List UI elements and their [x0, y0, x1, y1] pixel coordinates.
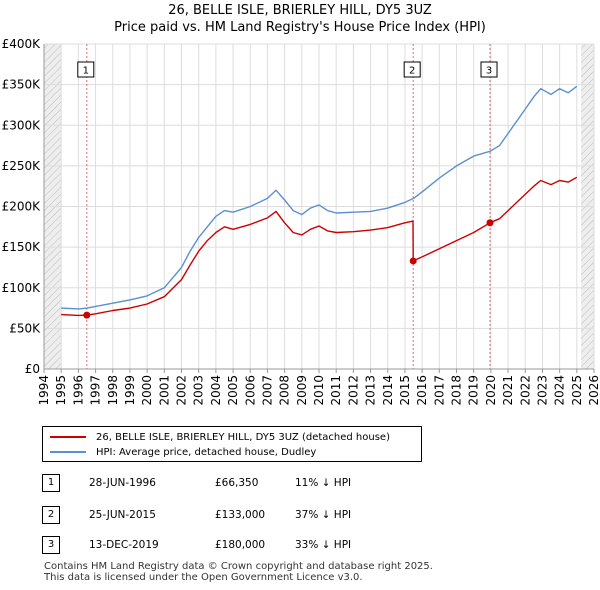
sale-number: 2 — [42, 506, 60, 524]
sale-date: 13-DEC-2019 — [89, 539, 159, 551]
x-tick-label: 2022 — [518, 375, 532, 406]
footer-licence: This data is licensed under the Open Gov… — [44, 572, 363, 583]
x-tick-label: 1998 — [106, 375, 120, 406]
x-tick-label: 1994 — [37, 375, 51, 406]
y-tick-label: £400K — [2, 37, 42, 51]
legend-swatch-property — [50, 436, 86, 438]
x-tick-label: 2005 — [226, 375, 240, 406]
y-tick-label: £0 — [25, 362, 40, 376]
sale-price: £133,000 — [215, 509, 266, 521]
footer-copyright: Contains HM Land Registry data © Crown c… — [44, 561, 433, 572]
x-tick-label: 2013 — [364, 375, 378, 406]
x-tick-label: 2003 — [192, 375, 206, 406]
legend-label-property: 26, BELLE ISLE, BRIERLEY HILL, DY5 3UZ (… — [96, 431, 390, 443]
hpi-series-line — [61, 85, 578, 310]
footer: Contains HM Land Registry data © Crown c… — [44, 561, 433, 583]
sale-hpi-diff: 37% ↓ HPI — [295, 509, 352, 521]
table-row: 3 13-DEC-2019 £180,000 33% ↓ HPI — [42, 536, 442, 556]
x-tick-label: 2016 — [415, 375, 429, 406]
x-tick-label: 1995 — [54, 375, 68, 406]
sale-number: 1 — [42, 474, 60, 492]
x-tick-label: 2011 — [329, 375, 343, 406]
x-tick-label: 2019 — [467, 375, 481, 406]
legend-label-hpi: HPI: Average price, detached house, Dudl… — [96, 446, 317, 458]
x-tick-label: 2020 — [484, 375, 498, 406]
x-tick-label: 1997 — [89, 375, 103, 406]
x-tick-label: 2002 — [175, 375, 189, 406]
y-tick-label: £100K — [2, 281, 42, 295]
sale-label-box — [403, 61, 421, 78]
chart-title-line2: Price paid vs. HM Land Registry's House … — [114, 20, 486, 35]
x-tick-label: 2025 — [570, 375, 584, 406]
y-tick-label: £200K — [2, 200, 42, 214]
x-tick-label: 2012 — [346, 375, 360, 406]
sale-point — [83, 311, 91, 319]
y-tick-label: £150K — [2, 240, 42, 254]
sale-label-box — [77, 61, 95, 78]
x-tick-label: 2014 — [381, 375, 395, 406]
x-tick-label: 2015 — [398, 375, 412, 406]
legend-item-hpi: HPI: Average price, detached house, Dudl… — [43, 445, 316, 459]
x-tick-label: 2017 — [432, 375, 446, 406]
x-tick-label: 2021 — [501, 375, 515, 406]
sale-hpi-diff: 11% ↓ HPI — [295, 477, 352, 489]
x-tick-label: 2006 — [243, 375, 257, 406]
x-tick-label: 2007 — [260, 375, 274, 406]
x-tick-label: 1999 — [123, 375, 137, 406]
x-tick-label: 2023 — [535, 375, 549, 406]
property-series-line — [61, 176, 578, 317]
x-tick-label: 2008 — [278, 375, 292, 406]
sale-price: £180,000 — [215, 539, 266, 551]
sale-point — [409, 257, 417, 265]
sale-point — [486, 219, 494, 227]
sale-label-box — [480, 61, 498, 78]
x-tick-label: 2026 — [587, 375, 600, 406]
y-tick-label: £350K — [2, 78, 42, 92]
legend-item-property: 26, BELLE ISLE, BRIERLEY HILL, DY5 3UZ (… — [43, 430, 390, 444]
sale-label: 2 — [409, 66, 415, 77]
x-tick-label: 2001 — [157, 375, 171, 406]
sale-label: 1 — [83, 66, 89, 77]
y-tick-label: £250K — [2, 159, 42, 173]
sale-hpi-diff: 33% ↓ HPI — [295, 539, 352, 551]
sale-label: 3 — [486, 66, 492, 77]
chart-title-line1: 26, BELLE ISLE, BRIERLEY HILL, DY5 3UZ — [168, 3, 432, 18]
x-tick-label: 2009 — [295, 375, 309, 406]
y-tick-label: £50K — [9, 321, 41, 335]
price-chart: 1 2 3 £0 £50K £100K £150K £200K £250K £300K £350K £… — [2, 37, 600, 406]
y-tick-label: £300K — [2, 118, 42, 132]
x-tick-label: 2004 — [209, 375, 223, 406]
x-tick-label: 2024 — [553, 375, 567, 406]
sale-number: 3 — [42, 536, 60, 554]
x-tick-label: 2000 — [140, 375, 154, 406]
sale-date: 25-JUN-2015 — [89, 509, 156, 521]
legend-swatch-hpi — [50, 451, 86, 453]
x-tick-label: 1996 — [71, 375, 85, 406]
x-tick-label: 2010 — [312, 375, 326, 406]
chart-legend: 26, BELLE ISLE, BRIERLEY HILL, DY5 3UZ (… — [42, 426, 422, 462]
table-row: 1 28-JUN-1996 £66,350 11% ↓ HPI — [42, 474, 442, 494]
sale-date: 28-JUN-1996 — [89, 477, 156, 489]
x-tick-label: 2018 — [450, 375, 464, 406]
sale-price: £66,350 — [215, 477, 259, 489]
table-row: 2 25-JUN-2015 £133,000 37% ↓ HPI — [42, 506, 442, 526]
